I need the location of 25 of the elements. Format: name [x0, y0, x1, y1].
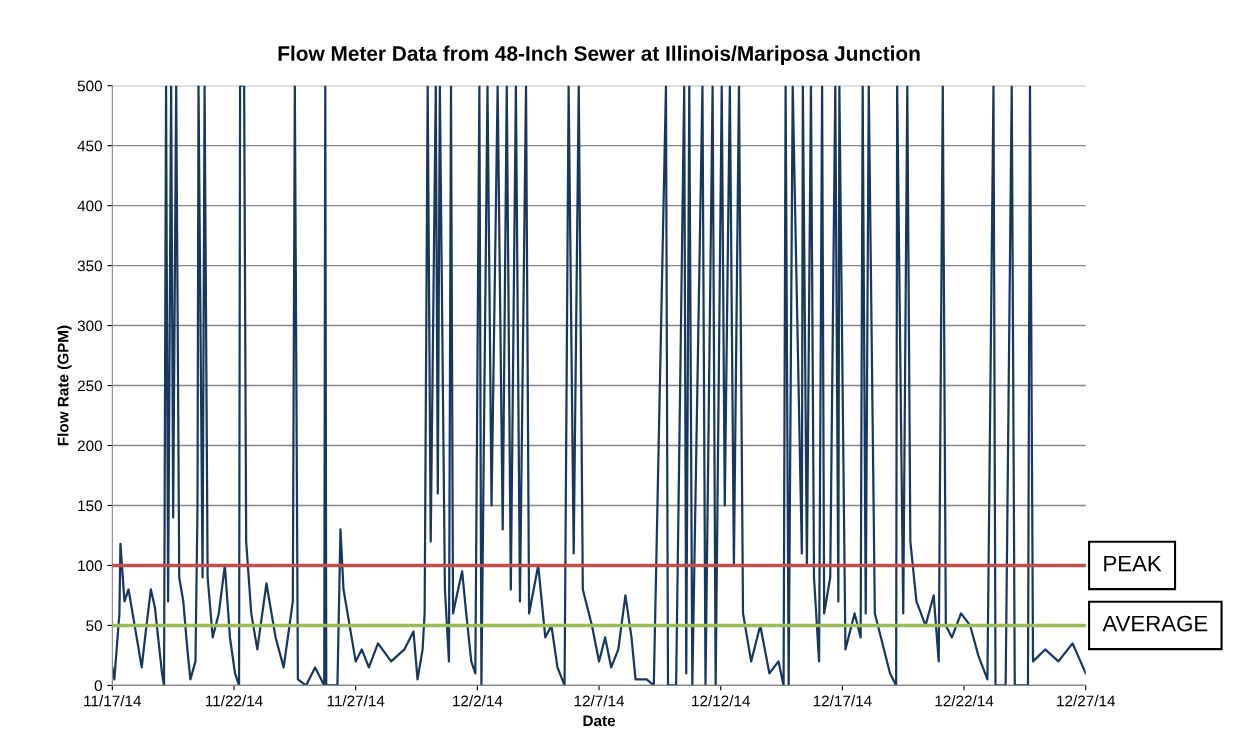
- y-tick-label: 500: [77, 80, 102, 92]
- x-tick-label: 12/7/14: [574, 695, 625, 707]
- ref-line-label: AVERAGE: [1102, 615, 1208, 632]
- y-tick-label: 50: [86, 620, 102, 632]
- x-tick-label: 12/2/14: [453, 695, 503, 707]
- ref-line-label: PEAK: [1104, 555, 1162, 572]
- y-tick-label: 100: [78, 560, 102, 572]
- y-tick-label: 250: [77, 380, 102, 392]
- x-axis-title: Date: [583, 715, 616, 727]
- x-tick-label: 12/27/14: [1057, 695, 1116, 707]
- y-axis-title: Flow Rate (GPM): [57, 325, 72, 446]
- y-tick-label: 0: [94, 680, 102, 692]
- x-tick-label: 12/17/14: [813, 695, 872, 707]
- x-tick-label: 12/22/14: [935, 695, 994, 707]
- y-tick-label: 200: [77, 440, 102, 452]
- x-tick-label: 11/27/14: [327, 695, 385, 707]
- y-tick-label: 300: [77, 320, 102, 332]
- x-tick-label: 11/22/14: [206, 695, 263, 707]
- y-tick-label: 450: [77, 140, 102, 152]
- y-tick-label: 150: [78, 500, 102, 512]
- chart-title: Flow Meter Data from 48-Inch Sewer at Illinois/Mariposa Junction: [278, 45, 920, 65]
- x-tick-label: 11/17/14: [84, 695, 142, 707]
- x-tick-label: 12/12/14: [692, 695, 751, 707]
- y-tick-label: 400: [77, 200, 102, 212]
- y-tick-label: 350: [77, 260, 102, 272]
